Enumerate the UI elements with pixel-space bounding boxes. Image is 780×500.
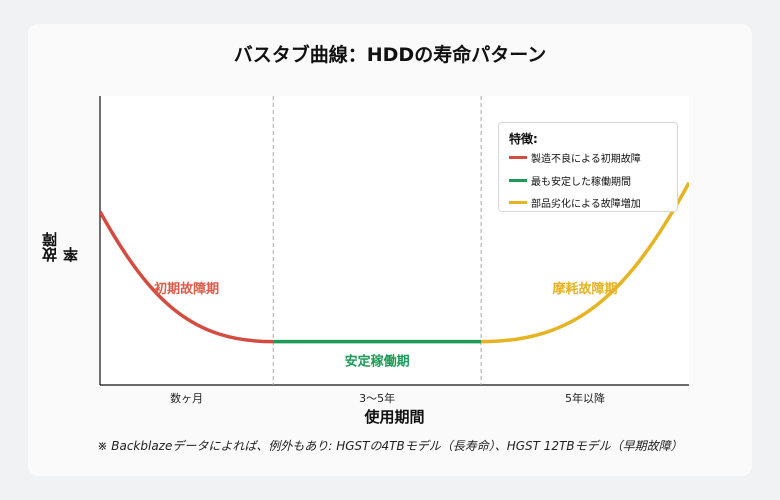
legend-label: 最も安定した稼働期間: [531, 177, 631, 188]
y-axis-label: 故障率: [41, 232, 80, 262]
legend-swatch: [509, 201, 527, 204]
legend-swatch: [509, 156, 527, 159]
chart-title: バスタブ曲線：HDDの寿命パターン: [233, 44, 547, 66]
legend-swatch: [509, 179, 527, 182]
legend-title: 特徴:: [509, 132, 538, 146]
phase-curve-2: [481, 181, 689, 344]
x-tick-label: 3～5年: [359, 391, 395, 405]
phase-label: 初期故障期: [154, 281, 219, 297]
legend-label: 部品劣化による故障増加: [531, 199, 641, 210]
legend-label: 製造不良による初期故障: [531, 154, 641, 165]
phase-label: 摩耗故障期: [553, 281, 618, 297]
legend-item-wear-out: 部品劣化による故障増加: [509, 195, 679, 210]
phase-label: 安定稼働期: [345, 353, 410, 369]
chart-legend: 特徴: 製造不良による初期故障 最も安定した稼働期間 部品劣化による故障増加: [498, 122, 678, 212]
legend-item-early-failure: 製造不良による初期故障: [509, 150, 679, 165]
footnote: ※ Backblazeデータによれば、例外もあり: HGSTの4TBモデル（長寿…: [97, 439, 683, 453]
x-tick-label: 5年以降: [565, 391, 605, 405]
x-axis-label: 使用期間: [364, 408, 425, 426]
x-tick-label: 数ヶ月: [170, 392, 203, 405]
phase-curve-0: [100, 210, 274, 344]
legend-item-stable: 最も安定した稼働期間: [509, 173, 679, 188]
